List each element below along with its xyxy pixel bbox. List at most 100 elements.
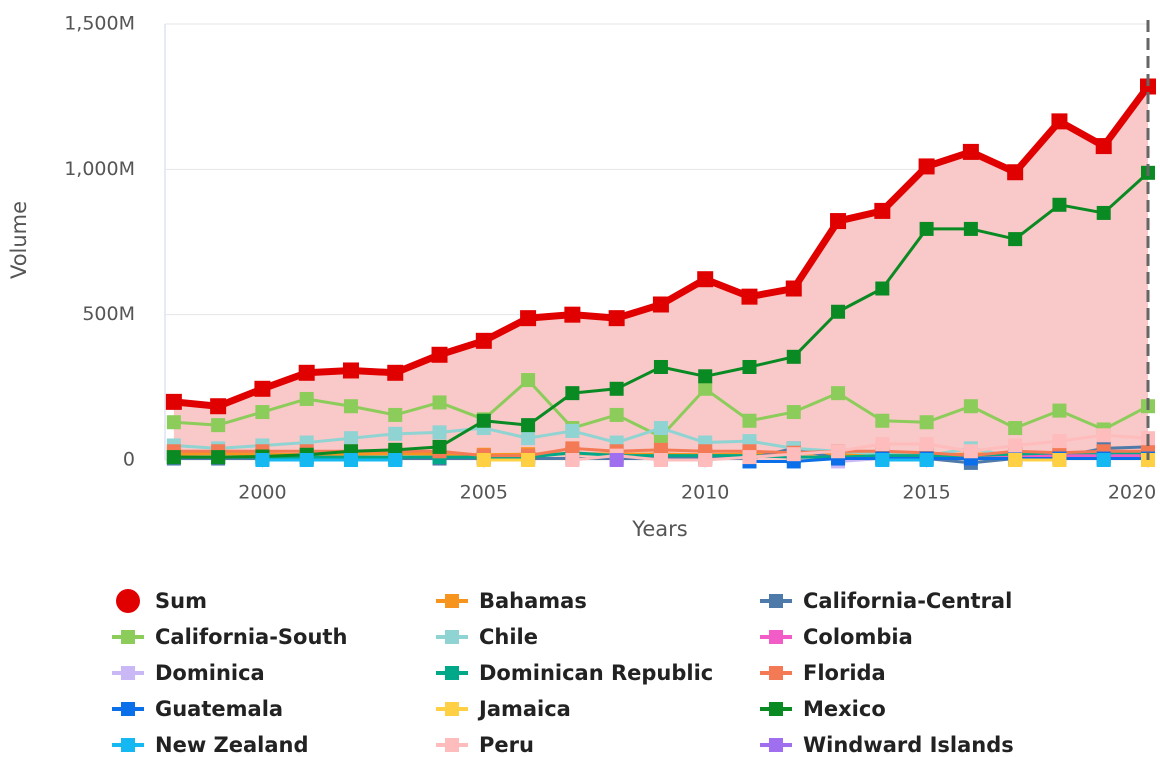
point bbox=[255, 405, 270, 420]
point bbox=[1007, 164, 1024, 181]
legend-symbol bbox=[445, 738, 459, 752]
point bbox=[918, 158, 935, 175]
point bbox=[653, 421, 668, 436]
y-tick-label: 1,500M bbox=[64, 13, 135, 35]
point bbox=[342, 362, 359, 379]
point bbox=[475, 332, 492, 349]
point bbox=[255, 453, 270, 467]
point bbox=[741, 288, 758, 305]
point bbox=[388, 407, 403, 422]
point bbox=[874, 202, 891, 219]
point bbox=[698, 369, 713, 384]
legend-symbol bbox=[121, 702, 135, 716]
point bbox=[1008, 438, 1023, 453]
point bbox=[1008, 421, 1023, 436]
legend-label: California-South bbox=[155, 625, 347, 649]
legend-label: Windward Islands bbox=[803, 733, 1014, 753]
x-axis-title: Years bbox=[631, 517, 687, 541]
series-line bbox=[749, 457, 1148, 463]
legend-symbol bbox=[769, 666, 783, 680]
point bbox=[831, 444, 846, 459]
x-tick-label: 2010 bbox=[681, 482, 729, 504]
point bbox=[521, 453, 536, 467]
point bbox=[742, 413, 757, 428]
x-tick-label: 2015 bbox=[902, 482, 950, 504]
legend-label: Florida bbox=[803, 661, 886, 685]
point bbox=[387, 364, 404, 381]
legend-label: Mexico bbox=[803, 697, 886, 721]
point bbox=[1052, 453, 1067, 467]
point bbox=[476, 453, 491, 467]
point bbox=[875, 413, 890, 428]
point bbox=[609, 407, 624, 422]
point bbox=[1096, 428, 1111, 443]
point bbox=[1052, 403, 1067, 418]
point bbox=[432, 395, 447, 410]
point bbox=[786, 447, 801, 462]
legend-symbol bbox=[769, 630, 783, 644]
point bbox=[211, 418, 226, 433]
point bbox=[211, 450, 226, 465]
point bbox=[1008, 232, 1023, 247]
point bbox=[653, 359, 668, 374]
x-tick-label: 2000 bbox=[238, 482, 286, 504]
point bbox=[565, 441, 580, 456]
y-tick-label: 500M bbox=[82, 303, 135, 325]
point bbox=[831, 304, 846, 319]
point bbox=[1052, 434, 1067, 449]
point bbox=[388, 453, 403, 467]
point bbox=[1008, 453, 1023, 467]
point bbox=[476, 413, 491, 428]
point bbox=[520, 310, 537, 327]
point bbox=[565, 386, 580, 401]
legend-symbol bbox=[445, 666, 459, 680]
point bbox=[919, 437, 934, 452]
point bbox=[963, 444, 978, 459]
point bbox=[166, 450, 181, 465]
point bbox=[875, 453, 890, 467]
point bbox=[785, 280, 802, 297]
point bbox=[962, 143, 979, 160]
legend-symbol bbox=[121, 666, 135, 680]
point bbox=[609, 453, 624, 467]
series-line bbox=[572, 433, 1149, 462]
point bbox=[919, 221, 934, 236]
legend-symbol bbox=[121, 738, 135, 752]
point bbox=[608, 310, 625, 327]
point bbox=[1052, 197, 1067, 212]
point bbox=[875, 281, 890, 296]
point bbox=[343, 431, 358, 446]
legend-symbol bbox=[769, 702, 783, 716]
point bbox=[254, 380, 271, 397]
point bbox=[343, 399, 358, 414]
point bbox=[521, 373, 536, 388]
point bbox=[742, 450, 757, 465]
legend-label: California-Central bbox=[803, 589, 1012, 613]
point bbox=[521, 418, 536, 433]
legend-symbol bbox=[116, 589, 140, 613]
point bbox=[609, 381, 624, 396]
point bbox=[565, 423, 580, 438]
x-tick-label: 2020 bbox=[1108, 482, 1156, 504]
legend-symbol bbox=[445, 702, 459, 716]
legend-label: New Zealand bbox=[155, 733, 309, 753]
area bbox=[173, 86, 1149, 460]
point bbox=[653, 453, 668, 467]
point bbox=[521, 431, 536, 446]
point bbox=[1140, 78, 1156, 95]
legend-symbol bbox=[445, 630, 459, 644]
point bbox=[697, 271, 714, 288]
point bbox=[210, 398, 227, 415]
point bbox=[1096, 453, 1111, 467]
legend-symbol bbox=[769, 594, 783, 608]
x-tick-label: 2005 bbox=[460, 482, 508, 504]
point bbox=[652, 296, 669, 313]
legend-symbol bbox=[769, 738, 783, 752]
point bbox=[564, 306, 581, 323]
point bbox=[298, 364, 315, 381]
y-tick-label: 1,000M bbox=[64, 158, 135, 180]
legend-label: Dominican Republic bbox=[479, 661, 713, 685]
point bbox=[830, 213, 847, 230]
point bbox=[1051, 113, 1068, 130]
